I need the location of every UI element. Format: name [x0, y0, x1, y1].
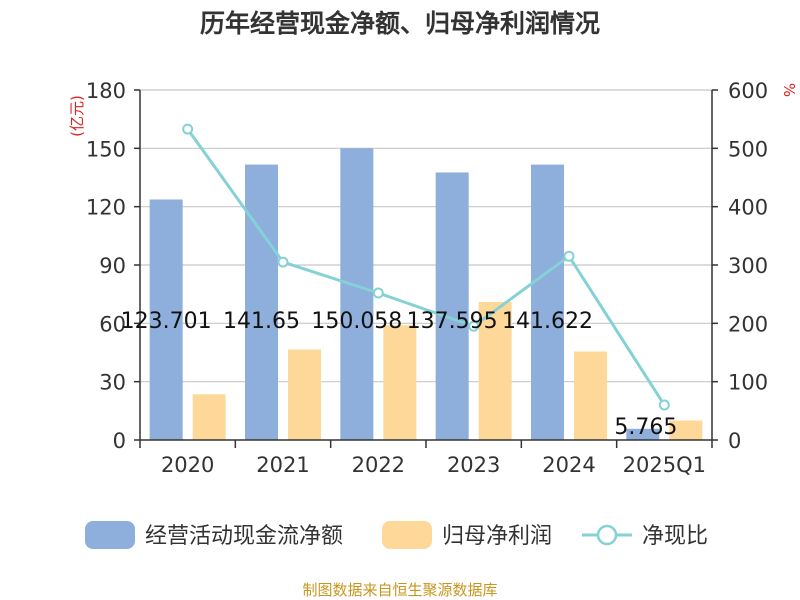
- cash-ratio-point: [658, 399, 670, 411]
- x-axis-tick-label: 2025Q1: [623, 453, 706, 477]
- bar-data-label: 5.765: [614, 415, 677, 440]
- legend-swatch-operating-cash-flow: [85, 521, 135, 549]
- legend-swatch-net-profit: [382, 521, 432, 549]
- cash-ratio-line: [186, 128, 666, 406]
- right-axis-tick-label: 0: [728, 429, 741, 453]
- bar-net-profit: [669, 420, 703, 440]
- bar-operating-cash-flow: [626, 428, 660, 440]
- chart-title: 历年经营现金净额、归母净利润情况: [200, 9, 600, 38]
- right-axis-tick-label: 300: [728, 254, 768, 278]
- bar-data-label: 141.622: [502, 309, 593, 334]
- left-axis-tick-label: 180: [86, 79, 126, 103]
- left-axis-tick-label: 120: [86, 196, 126, 220]
- bar-data-label: 150.058: [311, 309, 402, 334]
- left-axis-tick-label: 150: [86, 137, 126, 161]
- x-axis-tick-label: 2023: [447, 453, 500, 477]
- legend-label-cash-ratio: 净现比: [642, 524, 708, 549]
- x-axis-tick-label: 2021: [256, 453, 309, 477]
- right-axis-tick-label: 400: [728, 196, 768, 220]
- legend-marker-cash-ratio: [596, 524, 618, 546]
- left-axis-unit: (亿元): [68, 95, 86, 137]
- cash-ratio-point: [182, 123, 194, 135]
- left-axis-tick-label: 0: [113, 429, 126, 453]
- bar-operating-cash-flow: [435, 172, 469, 440]
- grid-lines: [140, 89, 712, 383]
- cash-ratio-point: [563, 250, 575, 262]
- right-axis-tick-label: 500: [728, 137, 768, 161]
- right-axis-tick-label: 200: [728, 312, 768, 336]
- cash-ratio-point: [468, 320, 480, 332]
- bar-operating-cash-flow: [531, 164, 564, 440]
- bar-net-profit: [288, 349, 321, 440]
- bar-operating-cash-flow: [149, 199, 183, 440]
- bar-marks: [149, 148, 703, 440]
- bar-operating-cash-flow: [245, 164, 278, 440]
- bar-operating-cash-flow: [340, 148, 374, 440]
- bar-net-profit: [478, 301, 512, 440]
- left-axis-tick-label: 30: [99, 371, 126, 395]
- left-axis-tick-label: 90: [99, 254, 126, 278]
- right-axis-tick-label: 600: [728, 79, 768, 103]
- data-labels: 123.701 141.65 150.058 137.595 141.622 5.765: [121, 309, 678, 440]
- axes: 0 30 60 90 120 150 180 0 100 200 300 400 500 600 2020 2…: [86, 79, 768, 477]
- legend: 经营活动现金流净额 归母净利润 净现比: [85, 521, 708, 549]
- cash-ratio-point: [372, 287, 384, 299]
- bar-net-profit: [383, 325, 417, 440]
- line-series: [182, 123, 670, 411]
- source-note: 制图数据来自恒生聚源数据库: [302, 581, 497, 599]
- cash-ratio-point: [277, 256, 289, 268]
- right-axis-tick-label: 100: [728, 371, 768, 395]
- x-axis-tick-label: 2024: [542, 453, 595, 477]
- right-axis-unit: %: [780, 83, 798, 97]
- x-axis-tick-label: 2020: [161, 453, 214, 477]
- legend-label-operating-cash-flow: 经营活动现金流净额: [145, 524, 343, 549]
- bar-net-profit: [192, 394, 226, 440]
- bar-data-label: 123.701: [121, 309, 212, 334]
- bar-data-label: 141.65: [223, 309, 300, 334]
- x-axis-tick-label: 2022: [352, 453, 405, 477]
- legend-label-net-profit: 归母净利润: [442, 524, 552, 549]
- bar-data-label: 137.595: [407, 309, 498, 334]
- left-axis-tick-label: 60: [99, 312, 126, 336]
- bar-net-profit: [574, 351, 607, 440]
